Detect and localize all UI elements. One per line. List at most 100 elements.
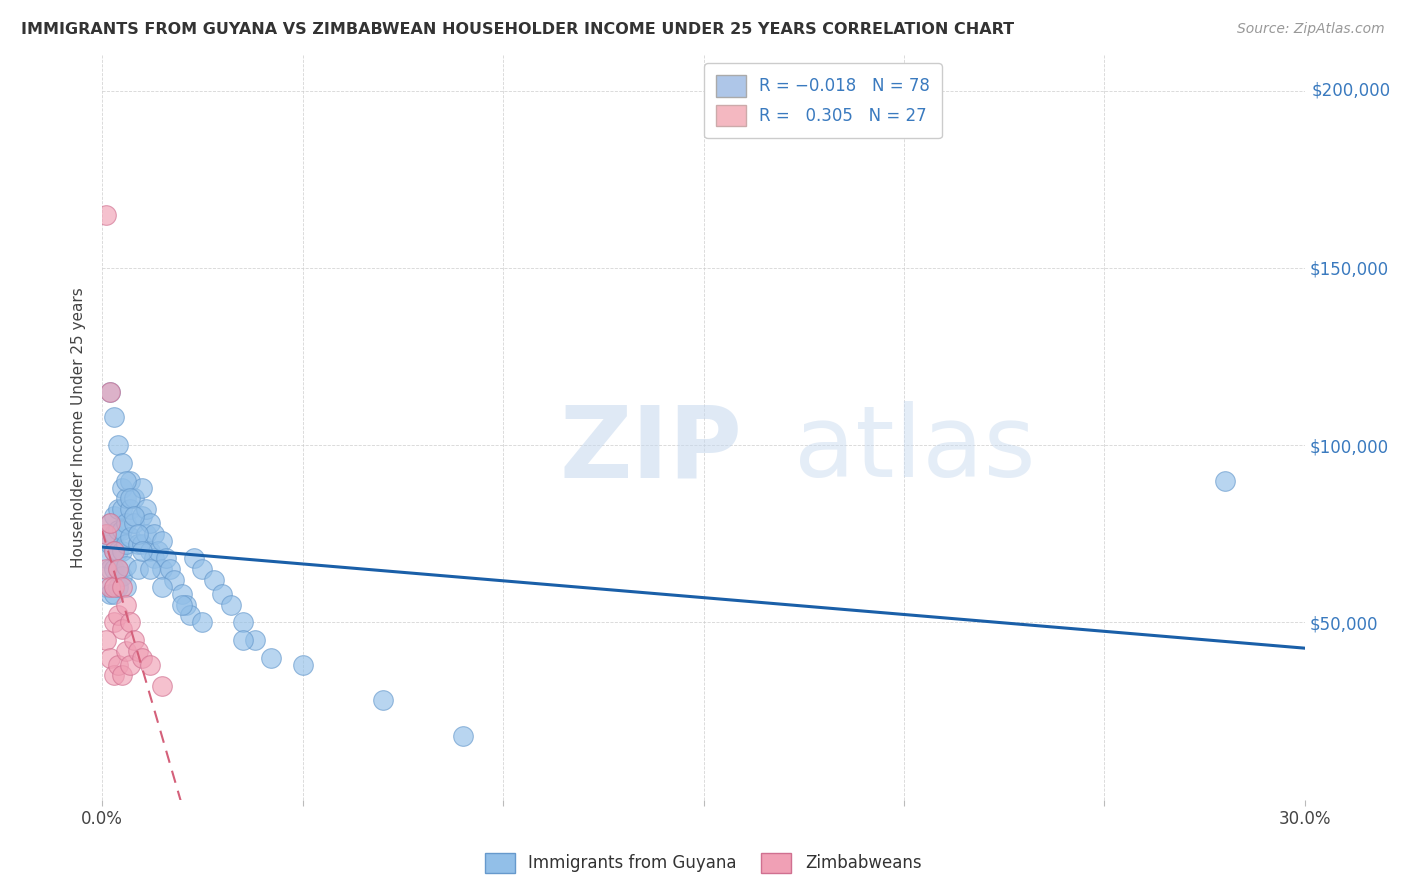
- Point: [103, 668, 125, 682]
- Point: [96, 208, 118, 222]
- Text: $200,000: $200,000: [1312, 81, 1391, 100]
- Point: [191, 615, 214, 630]
- Point: [111, 668, 134, 682]
- Point: [120, 474, 142, 488]
- Point: [115, 598, 138, 612]
- Point: [371, 693, 394, 707]
- Point: [115, 474, 138, 488]
- Point: [107, 580, 129, 594]
- Point: [120, 530, 142, 544]
- Point: [150, 679, 173, 693]
- Point: [204, 573, 226, 587]
- Point: [111, 523, 134, 537]
- Point: [211, 587, 233, 601]
- Point: [139, 562, 162, 576]
- Point: [131, 537, 153, 551]
- Point: [259, 650, 281, 665]
- Text: ZIP: ZIP: [560, 401, 742, 498]
- Point: [103, 580, 125, 594]
- Point: [111, 544, 134, 558]
- Point: [127, 643, 149, 657]
- Point: [98, 650, 121, 665]
- Point: [120, 491, 142, 506]
- Point: [120, 657, 142, 672]
- Point: [98, 384, 121, 399]
- Point: [191, 562, 214, 576]
- Point: [120, 615, 142, 630]
- Point: [103, 409, 125, 424]
- Point: [98, 537, 121, 551]
- Point: [451, 729, 474, 743]
- Point: [103, 526, 125, 541]
- Point: [124, 516, 146, 530]
- Point: [98, 516, 121, 530]
- Point: [231, 633, 253, 648]
- Point: [172, 587, 194, 601]
- Point: [131, 508, 153, 523]
- Point: [291, 657, 314, 672]
- Point: [163, 573, 186, 587]
- Point: [96, 562, 118, 576]
- Point: [96, 551, 118, 566]
- Point: [131, 650, 153, 665]
- Point: [143, 526, 166, 541]
- Point: [115, 537, 138, 551]
- Point: [107, 657, 129, 672]
- Point: [243, 633, 266, 648]
- Point: [120, 501, 142, 516]
- Point: [98, 562, 121, 576]
- Point: [103, 615, 125, 630]
- Point: [139, 516, 162, 530]
- Point: [183, 551, 205, 566]
- Point: [107, 438, 129, 452]
- Point: [98, 384, 121, 399]
- Point: [150, 562, 173, 576]
- Point: [148, 544, 170, 558]
- Point: [124, 508, 146, 523]
- Point: [107, 523, 129, 537]
- Legend: Immigrants from Guyana, Zimbabweans: Immigrants from Guyana, Zimbabweans: [478, 847, 928, 880]
- Point: [124, 633, 146, 648]
- Point: [159, 562, 181, 576]
- Point: [107, 608, 129, 623]
- Point: [96, 526, 118, 541]
- Text: Source: ZipAtlas.com: Source: ZipAtlas.com: [1237, 22, 1385, 37]
- Point: [139, 544, 162, 558]
- Point: [143, 551, 166, 566]
- Point: [150, 580, 173, 594]
- Point: [107, 562, 129, 576]
- Point: [111, 580, 134, 594]
- Y-axis label: Householder Income Under 25 years: Householder Income Under 25 years: [72, 287, 86, 567]
- Point: [103, 587, 125, 601]
- Point: [127, 526, 149, 541]
- Point: [111, 456, 134, 470]
- Point: [115, 643, 138, 657]
- Point: [139, 657, 162, 672]
- Point: [1213, 474, 1236, 488]
- Point: [135, 526, 157, 541]
- Point: [111, 569, 134, 583]
- Point: [150, 533, 173, 548]
- Point: [172, 598, 194, 612]
- Point: [231, 615, 253, 630]
- Point: [179, 608, 201, 623]
- Point: [107, 562, 129, 576]
- Text: atlas: atlas: [794, 401, 1035, 498]
- Point: [115, 558, 138, 573]
- Point: [103, 508, 125, 523]
- Point: [124, 491, 146, 506]
- Point: [107, 544, 129, 558]
- Point: [176, 598, 198, 612]
- Point: [155, 551, 177, 566]
- Point: [115, 516, 138, 530]
- Point: [131, 481, 153, 495]
- Point: [115, 491, 138, 506]
- Point: [135, 501, 157, 516]
- Point: [96, 580, 118, 594]
- Point: [127, 537, 149, 551]
- Point: [111, 501, 134, 516]
- Point: [98, 580, 121, 594]
- Point: [219, 598, 242, 612]
- Point: [96, 633, 118, 648]
- Point: [127, 562, 149, 576]
